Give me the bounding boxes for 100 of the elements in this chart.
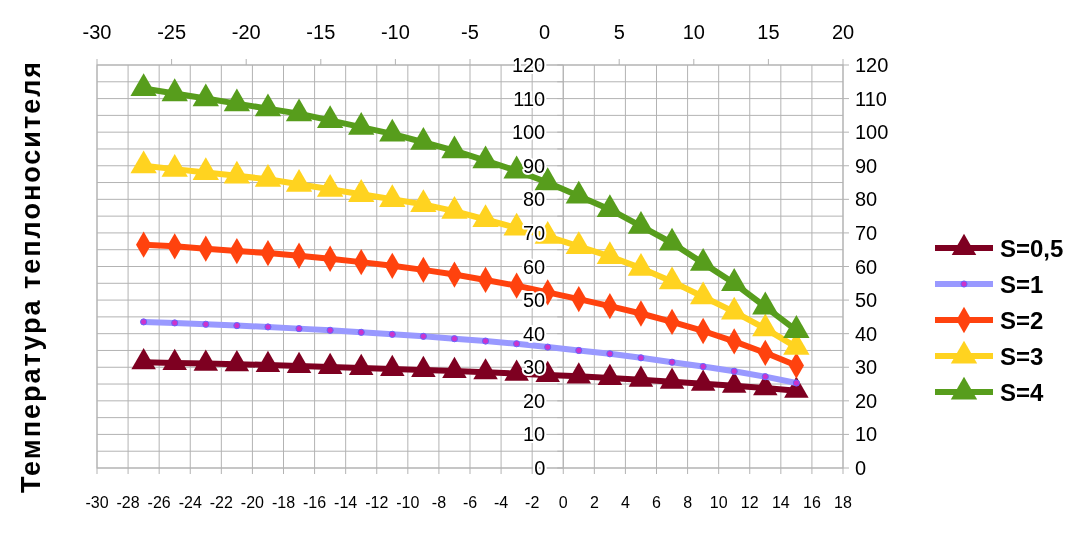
point [193, 349, 219, 371]
point [162, 348, 187, 370]
x-tick-label: 16 [803, 494, 821, 511]
point [130, 73, 157, 97]
point [596, 241, 624, 265]
x-tick-label: -8 [431, 494, 447, 511]
point [161, 78, 188, 102]
legend-label: S=2 [1000, 307, 1044, 334]
point [192, 83, 219, 107]
point [224, 350, 250, 372]
point [255, 350, 281, 372]
x-tick-label: -16 [303, 494, 327, 511]
point [472, 145, 499, 169]
x-tick-label: -30 [85, 494, 109, 511]
x2-tick-label: -20 [231, 21, 261, 43]
point [411, 355, 436, 378]
point [659, 367, 685, 389]
point [131, 348, 156, 370]
x-tick-label: -14 [334, 494, 358, 511]
y2-tick-label: 70 [855, 221, 878, 244]
x-tick-label: 0 [558, 494, 568, 511]
x-tick-label: -26 [147, 494, 171, 511]
y-axis-title: Температура теплоносителя [16, 59, 46, 494]
x2-tick-label: -15 [306, 21, 336, 43]
y-tick-label: 100 [511, 121, 546, 144]
x-tick-label: -2 [525, 494, 540, 511]
x2-tick-label: -30 [82, 21, 112, 43]
point [472, 204, 499, 228]
point [379, 118, 406, 142]
x-tick-label: 2 [589, 494, 599, 511]
point [628, 365, 654, 387]
x-tick-label: 14 [771, 494, 790, 511]
point [379, 184, 406, 207]
point [285, 169, 313, 192]
point [565, 231, 592, 254]
x-tick-label: -20 [240, 494, 265, 511]
point [783, 315, 810, 338]
point [565, 180, 592, 204]
point [410, 127, 437, 150]
point [752, 291, 779, 315]
point [442, 356, 467, 379]
point [223, 160, 251, 184]
y2-tick-label: 20 [855, 389, 878, 412]
y2-tick-label: 120 [855, 54, 889, 76]
x-tick-label: -18 [271, 494, 296, 511]
point [316, 105, 344, 129]
x-tick-label: -22 [209, 494, 233, 511]
y2-tick-label: 50 [855, 289, 878, 312]
point [348, 353, 374, 375]
y-tick-label: 0 [534, 457, 546, 479]
x-tick-label: -28 [116, 494, 140, 511]
y2-tick-label: 90 [855, 154, 878, 177]
point [285, 98, 313, 122]
legend-label: S=4 [1000, 379, 1045, 406]
point [130, 150, 157, 174]
y-tick-label: 60 [523, 255, 546, 278]
y-tick-label: 90 [523, 154, 546, 177]
point [689, 247, 717, 271]
x2-tick-label: 15 [757, 21, 780, 43]
x-tick-label: 10 [709, 494, 728, 511]
point [161, 153, 188, 177]
point [566, 362, 592, 384]
y2-tick-label: 0 [855, 457, 867, 479]
y2-tick-label: 110 [855, 87, 887, 110]
x2-tick-label: 5 [613, 21, 625, 43]
x-tick-label: 18 [834, 494, 852, 511]
y-tick-label: 20 [523, 389, 546, 412]
x2-tick-label: 20 [831, 21, 855, 43]
y-tick-label: 120 [511, 54, 546, 76]
x-tick-label: -4 [493, 494, 509, 511]
point [658, 227, 686, 251]
point [473, 358, 498, 380]
x2-tick-label: -25 [157, 21, 187, 43]
point [689, 281, 717, 305]
point [348, 179, 375, 202]
point [192, 157, 219, 181]
point [441, 195, 468, 219]
point [597, 363, 623, 386]
x-tick-label: 6 [652, 494, 662, 511]
point [317, 352, 343, 374]
y-tick-label: 50 [523, 289, 546, 312]
y2-tick-label: 100 [855, 121, 889, 144]
point [254, 93, 282, 117]
y2-tick-label: 40 [855, 322, 878, 345]
x-tick-label: -6 [462, 494, 478, 511]
x-tick-label: -24 [178, 494, 202, 511]
point [380, 354, 405, 376]
y-tick-label: 40 [523, 322, 546, 345]
point [441, 135, 468, 159]
x-tick-label: 4 [620, 494, 630, 511]
x-tick-label: 8 [683, 494, 693, 511]
y2-tick-label: 30 [855, 356, 878, 379]
y2-tick-label: 80 [855, 188, 878, 211]
y2-tick-label: 60 [855, 255, 878, 278]
legend-label: S=0,5 [1000, 235, 1064, 262]
x2-tick-label: -5 [461, 21, 479, 43]
point [721, 268, 748, 291]
legend-label: S=1 [1000, 271, 1044, 298]
point [627, 211, 655, 234]
x-tick-label: -10 [396, 494, 420, 511]
